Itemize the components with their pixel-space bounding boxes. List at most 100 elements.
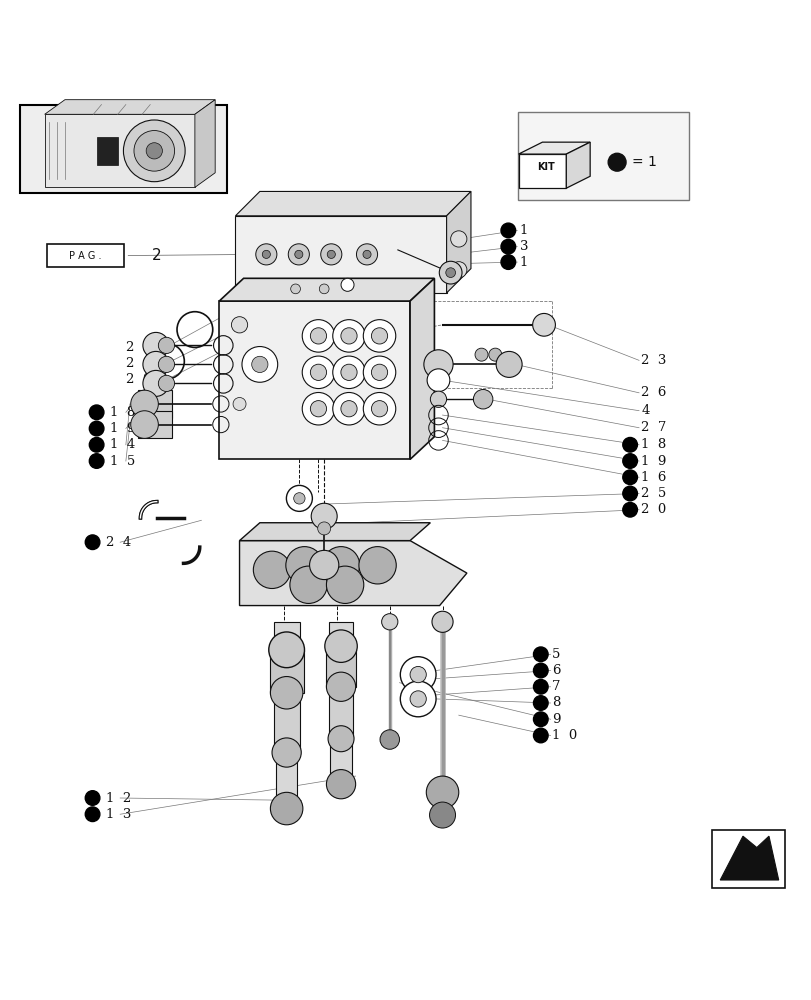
Circle shape	[324, 630, 357, 662]
Polygon shape	[719, 836, 778, 880]
Circle shape	[302, 392, 334, 425]
Circle shape	[302, 320, 334, 352]
Circle shape	[429, 802, 455, 828]
Circle shape	[400, 681, 436, 717]
Polygon shape	[328, 622, 353, 646]
Circle shape	[158, 337, 174, 354]
Circle shape	[294, 250, 303, 258]
Polygon shape	[518, 154, 565, 188]
Circle shape	[131, 411, 158, 438]
Circle shape	[439, 261, 461, 284]
Circle shape	[532, 313, 555, 336]
Circle shape	[410, 666, 426, 683]
Circle shape	[85, 535, 100, 550]
Polygon shape	[239, 541, 466, 606]
Circle shape	[450, 231, 466, 247]
Polygon shape	[273, 622, 299, 650]
Polygon shape	[269, 650, 303, 693]
Circle shape	[310, 364, 326, 380]
Circle shape	[363, 250, 371, 258]
Bar	[73, 131, 114, 171]
Circle shape	[253, 551, 290, 589]
Circle shape	[500, 239, 515, 254]
Circle shape	[622, 502, 637, 517]
Circle shape	[326, 770, 355, 799]
Circle shape	[500, 255, 515, 269]
Circle shape	[290, 566, 327, 603]
Circle shape	[371, 364, 387, 380]
Polygon shape	[235, 191, 470, 216]
Circle shape	[341, 278, 354, 291]
Polygon shape	[97, 137, 118, 165]
Circle shape	[427, 369, 449, 392]
Circle shape	[533, 679, 547, 694]
Circle shape	[363, 320, 395, 352]
Circle shape	[285, 547, 323, 584]
Polygon shape	[328, 687, 353, 739]
Text: 2  4: 2 4	[105, 536, 131, 549]
Text: 2  1: 2 1	[126, 357, 151, 370]
Circle shape	[123, 120, 185, 182]
Text: 1  4: 1 4	[109, 438, 135, 451]
Bar	[517, 112, 688, 200]
Circle shape	[89, 454, 104, 468]
Text: 2  7: 2 7	[641, 421, 666, 434]
Circle shape	[85, 791, 100, 805]
Circle shape	[272, 738, 301, 767]
Circle shape	[333, 320, 365, 352]
Text: 3: 3	[519, 240, 527, 253]
Polygon shape	[273, 693, 299, 753]
Circle shape	[333, 356, 365, 389]
Circle shape	[533, 696, 547, 710]
Text: 1  6: 1 6	[641, 471, 666, 484]
Text: 9: 9	[551, 713, 560, 726]
Bar	[711, 830, 784, 888]
Circle shape	[622, 486, 637, 501]
Circle shape	[400, 657, 436, 692]
Circle shape	[89, 437, 104, 452]
Text: 2  6: 2 6	[641, 386, 666, 399]
Text: 2: 2	[152, 248, 161, 263]
Circle shape	[327, 250, 335, 258]
Text: 2  0: 2 0	[641, 503, 666, 516]
Polygon shape	[518, 142, 590, 154]
Circle shape	[496, 351, 521, 377]
Circle shape	[363, 356, 395, 389]
Circle shape	[363, 392, 395, 425]
Circle shape	[290, 284, 300, 294]
Circle shape	[341, 328, 357, 344]
Text: 1  0: 1 0	[551, 729, 577, 742]
Circle shape	[288, 244, 309, 265]
Circle shape	[341, 364, 357, 380]
Circle shape	[322, 547, 359, 584]
Polygon shape	[219, 301, 410, 459]
Circle shape	[423, 350, 453, 379]
Circle shape	[356, 244, 377, 265]
Circle shape	[474, 348, 487, 361]
Text: 1: 1	[519, 256, 527, 269]
Circle shape	[326, 672, 355, 701]
Circle shape	[309, 550, 338, 580]
Text: 1  9: 1 9	[641, 455, 666, 468]
Text: 5: 5	[551, 648, 560, 661]
Circle shape	[294, 493, 305, 504]
Circle shape	[533, 647, 547, 662]
Text: 7: 7	[551, 680, 560, 693]
Circle shape	[310, 328, 326, 344]
Polygon shape	[45, 100, 215, 114]
Circle shape	[317, 522, 330, 535]
Circle shape	[131, 390, 158, 418]
Text: 1  5: 1 5	[109, 455, 135, 468]
Bar	[20, 105, 227, 193]
Circle shape	[431, 611, 453, 632]
Polygon shape	[410, 278, 434, 459]
Text: 1: 1	[519, 224, 527, 237]
Circle shape	[270, 792, 303, 825]
Text: 2  0: 2 0	[126, 373, 151, 386]
Circle shape	[319, 284, 328, 294]
Circle shape	[358, 547, 396, 584]
Circle shape	[371, 328, 387, 344]
Polygon shape	[325, 646, 356, 687]
Circle shape	[333, 392, 365, 425]
Text: 6: 6	[551, 664, 560, 677]
